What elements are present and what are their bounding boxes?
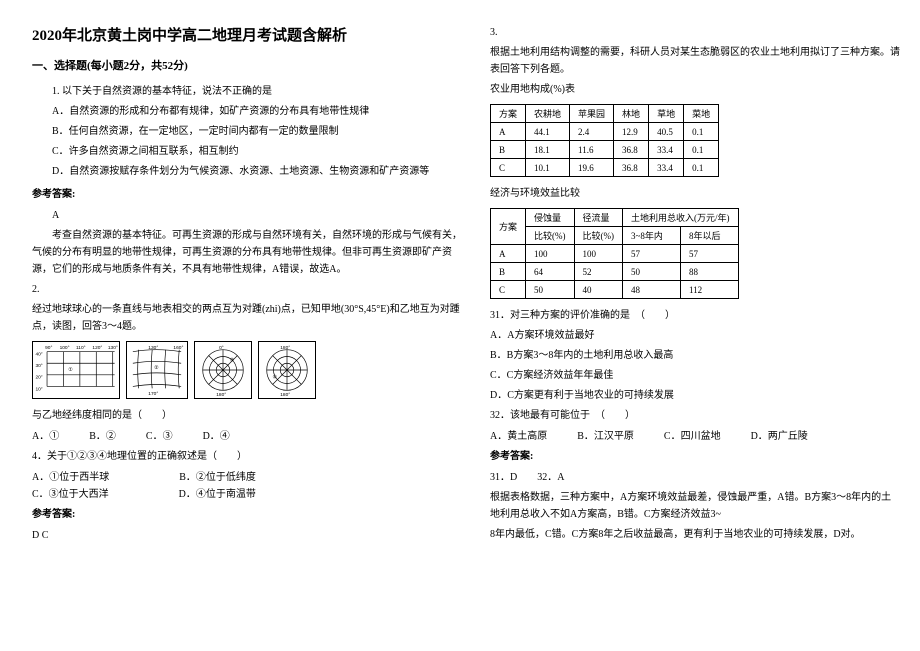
- q3b-number: 3.: [490, 24, 900, 41]
- t1-h2: 苹果园: [570, 105, 614, 123]
- q2-number: 2.: [32, 281, 462, 298]
- section-header: 一、选择题(每小题2分，共52分): [32, 57, 462, 73]
- svg-text:④: ④: [273, 375, 278, 381]
- q1-opt-b: B．任何自然资源，在一定地区，一定时间内都有一定的数量限制: [32, 123, 462, 140]
- svg-text:180°: 180°: [280, 345, 290, 351]
- q31-opt-a: A．A方案环境效益最好: [490, 327, 900, 344]
- q3-opt-d: D．④: [203, 427, 230, 442]
- answer-label: 参考答案:: [490, 448, 900, 465]
- q32-stem: 32．该地最有可能位于 （ ）: [490, 407, 900, 424]
- q1-answer: A: [32, 207, 462, 224]
- answer-label: 参考答案:: [32, 186, 462, 203]
- svg-text:10°: 10°: [35, 386, 42, 392]
- t1-h4: 草地: [649, 105, 684, 123]
- q2-stem: 经过地球球心的一条直线与地表相交的两点互为对踵(zhi)点，已知甲地(30°S,…: [32, 301, 462, 335]
- diagram-3-polar: 0° 180° ③: [194, 341, 252, 399]
- q3-opt-c: C．③: [146, 427, 173, 442]
- q1-opt-c: C．许多自然资源之间相互联系，相互制约: [32, 143, 462, 160]
- q34-answer: D C: [32, 527, 462, 544]
- q4-opt-a: A．①位于西半球: [32, 468, 109, 483]
- svg-text:110°: 110°: [76, 345, 86, 351]
- q32-opt-a: A．黄土高原: [490, 427, 547, 442]
- t1-h0: 方案: [491, 105, 526, 123]
- svg-text:180°: 180°: [280, 392, 290, 398]
- q3-opt-a: A．①: [32, 427, 59, 442]
- q1-stem: 1. 以下关于自然资源的基本特征，说法不正确的是: [32, 83, 462, 100]
- q31-opt-c: C．C方案经济效益年年最佳: [490, 367, 900, 384]
- table1-title: 农业用地构成(%)表: [490, 81, 900, 98]
- svg-text:②: ②: [154, 365, 159, 371]
- q31-stem: 31．对三种方案的评价准确的是 （ ）: [490, 307, 900, 324]
- q31-opt-b: B．B方案3～8年内的土地利用总收入最高: [490, 347, 900, 364]
- svg-text:0°: 0°: [219, 345, 224, 351]
- svg-text:160°: 160°: [173, 345, 183, 351]
- t1-h5: 菜地: [684, 105, 719, 123]
- q4-opt-d: D．④位于南温带: [179, 485, 256, 500]
- q4-stem: 4．关于①②③④地理位置的正确叙述是（ ）: [32, 448, 462, 465]
- svg-text:30°: 30°: [35, 363, 42, 369]
- table-land-use: 方案 农耕地 苹果园 林地 草地 菜地 A44.12.412.940.50.1 …: [490, 104, 719, 177]
- q4-opt-b: B．②位于低纬度: [179, 468, 256, 483]
- q31-opt-d: D．C方案更有利于当地农业的可持续发展: [490, 387, 900, 404]
- svg-text:130°: 130°: [148, 345, 158, 351]
- q32-opt-c: C．四川盆地: [664, 427, 721, 442]
- svg-text:40°: 40°: [35, 352, 42, 358]
- svg-text:100°: 100°: [60, 345, 70, 351]
- q1-opt-a: A．自然资源的形成和分布都有规律，如矿产资源的分布具有地带性规律: [32, 103, 462, 120]
- svg-text:170°: 170°: [148, 391, 158, 397]
- table-econ-env: 方案 侵蚀量 径流量 土地利用总收入(万元/年) 比较(%) 比较(%) 3~8…: [490, 208, 739, 299]
- q32-opt-b: B．江汉平原: [577, 427, 634, 442]
- diagram-2-curves: 130° 160° 170° ②: [126, 341, 188, 399]
- q4-opt-c: C．③位于大西洋: [32, 485, 109, 500]
- q3132-expl-1: 根据表格数据，三种方案中，A方案环境效益最差，侵蚀最严重，A错。B方案3～8年内…: [490, 489, 900, 523]
- t1-h1: 农耕地: [526, 105, 570, 123]
- q3-stem: 与乙地经纬度相同的是（ ）: [32, 407, 462, 424]
- diagram-4-polar: 180° 180° ④: [258, 341, 316, 399]
- q3132-expl-2: 8年内最低，C错。C方案8年之后收益最高，更有利于当地农业的可持续发展，D对。: [490, 526, 900, 543]
- diagram-1-grid: 90° 100° 110° 120° 130° 40° 30° 20° 10° …: [32, 341, 120, 399]
- t1-h3: 林地: [614, 105, 649, 123]
- svg-text:120°: 120°: [92, 345, 102, 351]
- svg-text:130°: 130°: [108, 345, 118, 351]
- q3b-stem: 根据土地利用结构调整的需要，科研人员对某生态脆弱区的农业土地利用拟订了三种方案。…: [490, 44, 900, 78]
- table2-title: 经济与环境效益比较: [490, 185, 900, 202]
- q1-opt-d: D．自然资源按赋存条件划分为气候资源、水资源、土地资源、生物资源和矿产资源等: [32, 163, 462, 180]
- svg-text:③: ③: [230, 357, 235, 363]
- svg-text:20°: 20°: [35, 375, 42, 381]
- q3132-answer: 31．D 32．A: [490, 469, 900, 486]
- q3-opt-b: B．②: [89, 427, 116, 442]
- answer-label: 参考答案:: [32, 506, 462, 523]
- page-title: 2020年北京黄土岗中学高二地理月考试题含解析: [32, 24, 462, 45]
- diagram-row: 90° 100° 110° 120° 130° 40° 30° 20° 10° …: [32, 341, 462, 399]
- q32-opt-d: D．两广丘陵: [751, 427, 808, 442]
- svg-text:90°: 90°: [45, 345, 52, 351]
- q1-explanation: 考查自然资源的基本特征。可再生资源的形成与自然环境有关，自然环境的形成与气候有关…: [32, 227, 462, 278]
- svg-text:180°: 180°: [216, 392, 226, 398]
- svg-text:①: ①: [68, 367, 73, 373]
